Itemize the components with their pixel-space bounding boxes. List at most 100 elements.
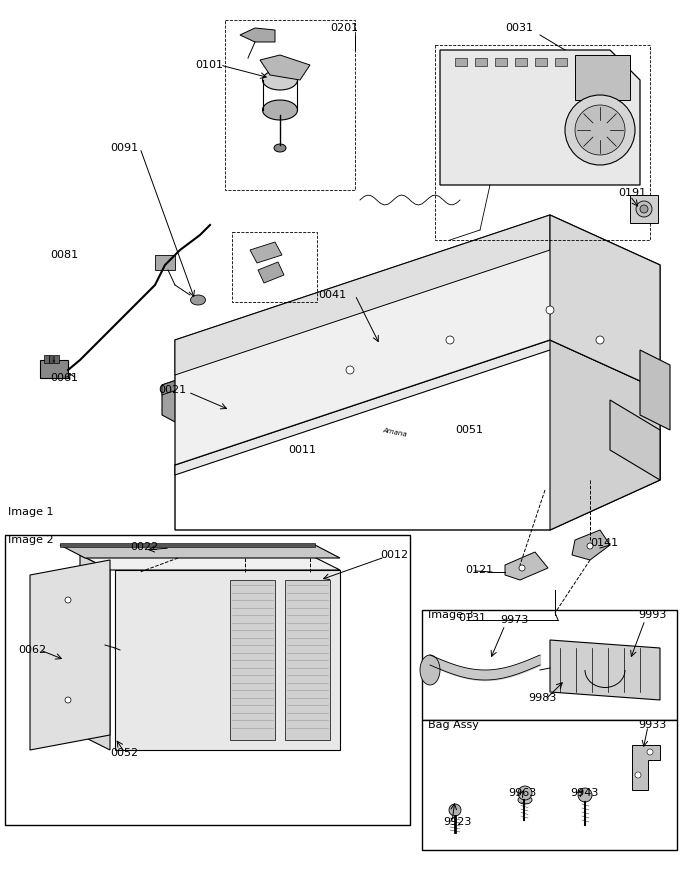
Bar: [455, 58, 467, 66]
Circle shape: [587, 543, 593, 549]
Circle shape: [640, 205, 648, 213]
Text: 0061: 0061: [50, 373, 78, 383]
Bar: [495, 58, 507, 66]
Bar: [555, 58, 567, 66]
Polygon shape: [373, 302, 381, 312]
Polygon shape: [197, 364, 205, 375]
Bar: [575, 58, 587, 66]
Text: 9943: 9943: [570, 788, 598, 798]
Text: 0141: 0141: [590, 538, 618, 548]
Polygon shape: [351, 310, 359, 320]
Bar: [155, 255, 175, 270]
Polygon shape: [175, 215, 660, 465]
Polygon shape: [307, 326, 315, 336]
Bar: [435, 45, 650, 240]
Ellipse shape: [262, 70, 298, 90]
Bar: [475, 58, 487, 66]
Text: 0041: 0041: [318, 290, 346, 300]
Polygon shape: [162, 270, 500, 395]
Polygon shape: [263, 341, 271, 352]
Polygon shape: [162, 270, 530, 400]
Text: 0062: 0062: [18, 645, 46, 655]
Polygon shape: [250, 242, 282, 263]
Bar: [40, 360, 68, 378]
Bar: [225, 20, 355, 190]
Polygon shape: [550, 640, 660, 700]
Circle shape: [449, 804, 461, 816]
Polygon shape: [241, 348, 249, 360]
Polygon shape: [175, 215, 550, 375]
Ellipse shape: [518, 796, 532, 804]
Bar: [535, 58, 547, 66]
Circle shape: [446, 336, 454, 344]
Polygon shape: [285, 333, 293, 344]
Circle shape: [550, 615, 560, 625]
Polygon shape: [550, 340, 660, 530]
Polygon shape: [219, 356, 227, 368]
Polygon shape: [240, 28, 275, 42]
Text: Image 1: Image 1: [8, 507, 54, 517]
Text: 9983: 9983: [528, 693, 556, 703]
Text: Image 3: Image 3: [428, 610, 473, 620]
Text: Amana: Amana: [382, 427, 407, 437]
Polygon shape: [30, 560, 110, 750]
Bar: [630, 195, 658, 223]
Bar: [595, 58, 607, 66]
Bar: [49, 355, 53, 363]
Bar: [5, 535, 410, 825]
Polygon shape: [258, 262, 284, 283]
Polygon shape: [632, 745, 660, 790]
Circle shape: [518, 786, 532, 800]
Polygon shape: [417, 286, 425, 297]
Text: 0081: 0081: [50, 250, 78, 260]
Polygon shape: [162, 385, 190, 430]
Text: Image 2: Image 2: [8, 535, 54, 545]
Text: 0031: 0031: [505, 23, 533, 33]
Circle shape: [346, 366, 354, 374]
Bar: [230, 580, 275, 740]
Circle shape: [519, 565, 525, 571]
Text: 0131: 0131: [458, 613, 486, 623]
Polygon shape: [329, 318, 337, 328]
Bar: [422, 720, 677, 850]
Circle shape: [636, 201, 652, 217]
Polygon shape: [395, 294, 403, 305]
Bar: [232, 232, 317, 302]
Text: 9973: 9973: [500, 615, 528, 625]
Circle shape: [565, 95, 635, 165]
Polygon shape: [440, 50, 640, 185]
Ellipse shape: [274, 144, 286, 152]
Polygon shape: [115, 570, 340, 750]
Bar: [54, 355, 59, 363]
Text: 0022: 0022: [130, 542, 158, 552]
Text: 0052: 0052: [110, 748, 138, 758]
Ellipse shape: [420, 655, 440, 685]
Polygon shape: [175, 372, 183, 383]
Polygon shape: [572, 530, 610, 560]
Text: 0201: 0201: [330, 23, 358, 33]
Text: 0021: 0021: [158, 385, 186, 395]
Text: 9923: 9923: [443, 817, 471, 827]
Text: 0011: 0011: [288, 445, 316, 455]
Polygon shape: [505, 552, 548, 580]
Ellipse shape: [190, 295, 205, 305]
Ellipse shape: [262, 100, 298, 120]
Polygon shape: [461, 271, 469, 282]
Text: 9933: 9933: [638, 720, 666, 730]
Circle shape: [635, 772, 641, 778]
Circle shape: [647, 749, 653, 755]
Circle shape: [65, 697, 71, 703]
Bar: [285, 580, 330, 740]
Polygon shape: [439, 278, 447, 290]
Text: 0091: 0091: [110, 143, 138, 153]
Bar: [44, 355, 49, 363]
Bar: [575, 55, 630, 100]
Text: 9963: 9963: [508, 788, 537, 798]
Polygon shape: [80, 555, 340, 570]
Polygon shape: [175, 340, 660, 475]
Polygon shape: [610, 400, 660, 480]
Polygon shape: [60, 543, 315, 547]
Bar: [422, 610, 677, 720]
Text: 0191: 0191: [618, 188, 646, 198]
Circle shape: [65, 597, 71, 603]
